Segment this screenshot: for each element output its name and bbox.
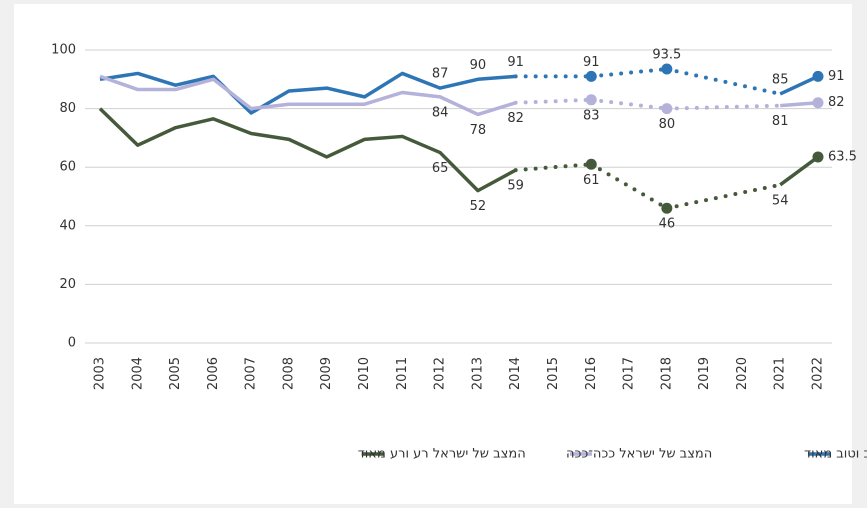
x-tick-label: 2017 [622,357,637,390]
y-tick-label: 40 [59,218,76,233]
gap-connector [664,67,783,96]
gap-connector [664,182,783,211]
x-tick-label: 2016 [584,357,599,390]
y-tick-label: 100 [51,43,76,58]
legend-label: המצב של ישראל רע ורע מאוד [358,447,526,462]
data-label: 65 [432,161,449,176]
series-line [99,74,819,117]
x-tick-label: 2006 [206,357,221,390]
y-tick-label: 60 [59,160,76,175]
x-tick-label: 2009 [319,357,334,390]
x-tick-label: 2014 [508,357,523,390]
data-label: 82 [828,95,845,110]
data-label: 52 [470,199,487,214]
y-tick-label: 20 [59,277,76,292]
point-marker [812,97,824,109]
data-label: 93.5 [652,48,681,63]
data-label: 82 [507,111,524,126]
x-tick-label: 2019 [697,357,712,390]
point-marker [661,202,673,214]
x-tick-label: 2015 [546,357,561,390]
series-line [98,107,820,193]
point-marker [585,158,597,170]
series-line [99,71,819,115]
point-marker [812,70,824,82]
x-tick-label: 2021 [773,357,788,390]
y-tick-label: 80 [59,101,76,116]
data-label: 54 [772,193,789,208]
data-label: 78 [470,123,487,138]
x-tick-label: 2005 [168,357,183,390]
x-tick-label: 2003 [93,357,108,390]
panel [14,4,852,504]
gap-connector [664,103,783,111]
data-label: 91 [828,69,845,84]
x-tick-label: 2012 [433,357,448,390]
data-label: 85 [772,72,789,87]
data-label: 80 [659,117,676,132]
data-label: 84 [432,105,449,120]
gap-connector [589,97,669,111]
x-tick-label: 2010 [357,357,372,390]
point-marker [661,103,673,115]
y-tick-label: 0 [68,336,76,351]
point-marker [585,94,597,106]
data-label: 61 [583,173,600,188]
x-tick-label: 2013 [470,357,485,390]
x-tick-label: 2011 [395,357,410,390]
data-label: 91 [507,55,524,70]
x-tick-label: 2008 [281,357,296,390]
data-label: 90 [470,58,487,73]
data-label: 63.5 [828,149,857,164]
x-tick-label: 2018 [659,357,674,390]
point-marker [585,70,597,82]
data-label: 46 [659,217,676,232]
point-marker [661,63,673,75]
data-label: 81 [772,114,789,129]
data-label: 87 [432,67,449,82]
x-tick-label: 2004 [130,357,145,390]
x-tick-label: 2007 [244,357,259,390]
data-label: 59 [507,179,524,194]
point-marker [812,151,824,163]
legend-label: המצב של ישראל טוב וטוב מאוד [804,447,867,462]
data-label: 83 [583,108,600,123]
x-tick-label: 2020 [735,357,750,390]
data-label: 91 [583,55,600,70]
legend-label: המצב של ישראל ככה־ככה [566,447,712,462]
x-tick-label: 2022 [811,357,826,390]
